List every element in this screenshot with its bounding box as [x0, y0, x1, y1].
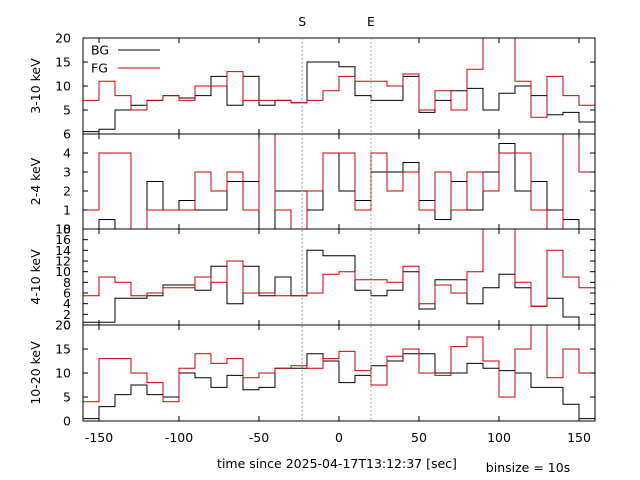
series-bg-panel-3 [83, 353, 595, 420]
y-tick-label-0-4: 20 [55, 31, 71, 46]
y-tick-label-2-6: 12 [55, 254, 71, 269]
y-tick-label-2-7: 14 [55, 243, 71, 258]
y-tick-label-1-1: 1 [63, 203, 71, 218]
x-tick-label-3: 0 [335, 430, 343, 445]
series-bg-panel-1 [83, 143, 595, 230]
x-tick-label-6: 150 [567, 430, 591, 445]
y-tick-label-2-4: 8 [63, 275, 71, 290]
marker-label-e: E [367, 14, 375, 29]
x-tick-label-0: -150 [85, 430, 113, 445]
y-tick-label-1-3: 3 [63, 165, 71, 180]
y-tick-label-3-3: 15 [55, 342, 71, 357]
panel-1: 0 1 2 3 4 2-4 keV [28, 133, 596, 237]
legend-label-fg: FG [91, 61, 108, 76]
y-axis-label-0: 3-10 keV [28, 58, 43, 114]
series-fg-panel-1 [83, 133, 595, 230]
binsize-label: binsize = 10s [486, 460, 570, 475]
legend: BG FG [91, 43, 160, 76]
y-tick-label-3-1: 5 [63, 390, 71, 405]
y-tick-label-2-8: 16 [55, 232, 71, 247]
y-tick-label-0-3: 15 [55, 55, 71, 70]
series-fg-panel-2 [83, 228, 595, 307]
y-tick-label-0-2: 10 [55, 79, 71, 94]
series-bg-panel-0 [83, 61, 595, 133]
series-fg-panel-3 [83, 324, 595, 403]
x-axis: -150 -100 -50 0 50 100 150 [85, 430, 591, 445]
y-tick-label-0-1: 5 [63, 103, 71, 118]
x-tick-label-5: 100 [487, 430, 511, 445]
y-tick-label-2-3: 6 [63, 286, 71, 301]
series-bg-panel-2 [83, 249, 595, 326]
y-tick-label-2-0: 0 [63, 318, 71, 333]
y-tick-label-1-4: 4 [63, 146, 71, 161]
y-tick-label-0-0: 6 [63, 127, 71, 142]
x-tick-label-2: -50 [249, 430, 269, 445]
y-axis-label-1: 2-4 keV [28, 157, 43, 205]
x-axis-label: time since 2025-04-17T13:12:37 [sec] [217, 456, 457, 471]
y-tick-label-2-2: 4 [63, 296, 71, 311]
y-tick-label-3-2: 10 [55, 366, 71, 381]
marker-label-s: S [298, 14, 306, 29]
panel-frame-2 [82, 228, 596, 326]
y-tick-label-2-9: 18 [55, 222, 71, 237]
y-tick-label-3-0: 0 [63, 414, 71, 429]
y-tick-label-1-2: 2 [63, 184, 71, 199]
y-tick-label-2-5: 10 [55, 264, 71, 279]
series-fg-panel-0 [83, 37, 595, 118]
y-axis-label-2: 4-10 keV [28, 249, 43, 305]
y-tick-label-2-1: 2 [63, 307, 71, 322]
y-axis-label-3: 10-20 keV [28, 341, 43, 405]
x-tick-label-1: -100 [165, 430, 193, 445]
y-tick-label-3-4: 20 [55, 318, 71, 333]
panel-0: 6 5 10 15 20 3-10 keV [28, 31, 596, 142]
legend-label-bg: BG [91, 43, 109, 58]
x-tick-label-4: 50 [411, 430, 427, 445]
panel-3: 0 5 10 15 20 10-20 keV [28, 318, 596, 429]
y-tick-label-1-0: 0 [63, 222, 71, 237]
